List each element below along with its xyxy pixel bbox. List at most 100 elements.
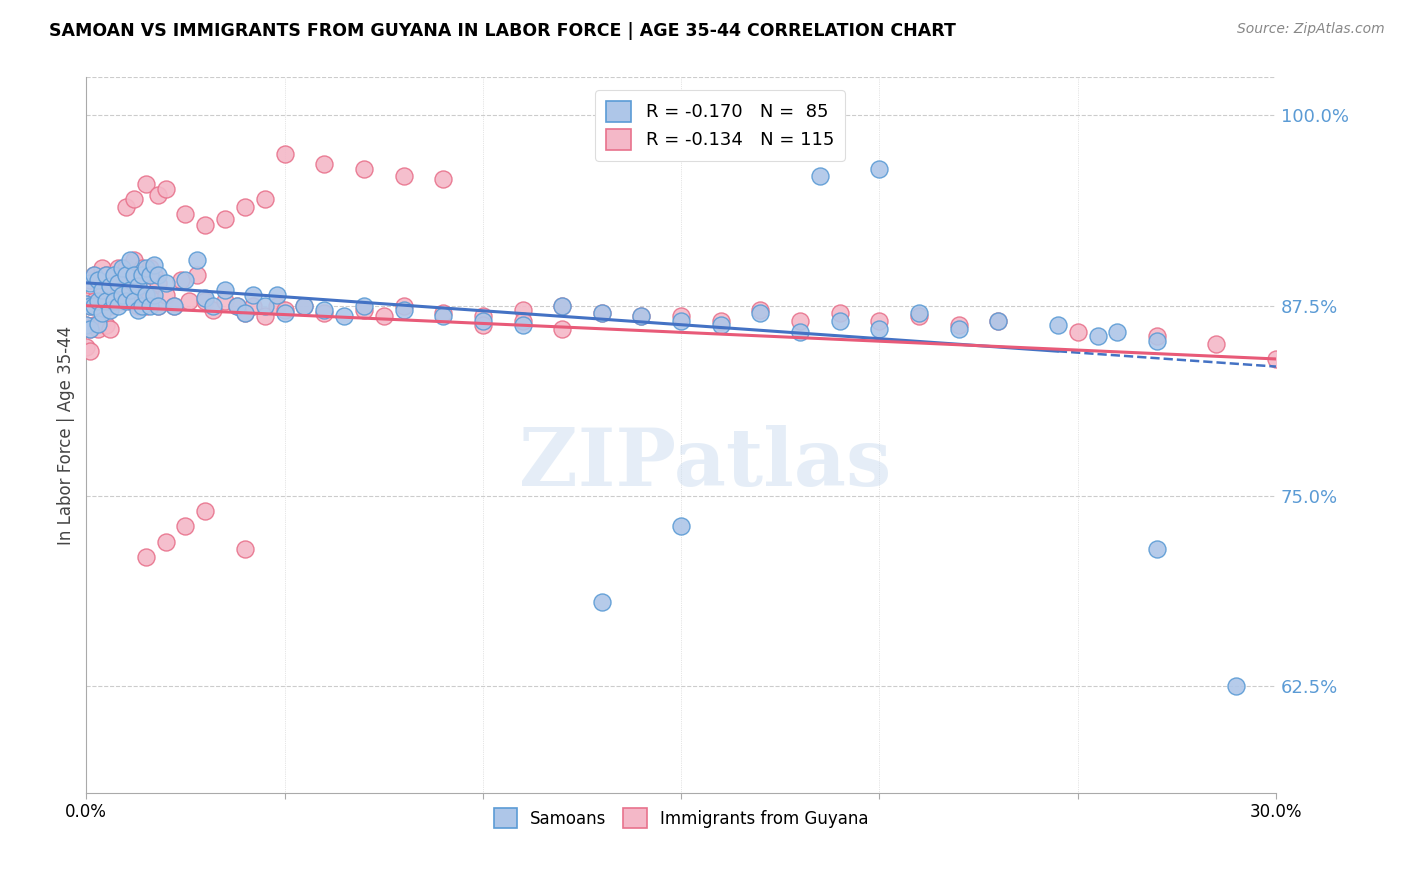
Point: [314, 306, 336, 320]
Point: [194, 294, 217, 309]
Point: [139, 268, 162, 283]
Point: [233, 306, 256, 320]
Point: [179, 294, 201, 309]
Point: [103, 268, 125, 283]
Point: [91, 284, 114, 298]
Point: [471, 310, 494, 324]
Point: [333, 310, 356, 324]
Point: [273, 146, 295, 161]
Point: [242, 288, 264, 302]
Point: [273, 303, 295, 318]
Point: [828, 314, 851, 328]
Point: [214, 284, 236, 298]
Y-axis label: In Labor Force | Age 35-44: In Labor Force | Age 35-44: [58, 326, 75, 545]
Point: [139, 299, 162, 313]
Point: [710, 318, 733, 333]
Point: [155, 276, 177, 290]
Point: [1107, 325, 1129, 339]
Point: [142, 258, 165, 272]
Point: [79, 321, 101, 335]
Point: [115, 294, 138, 309]
Point: [314, 157, 336, 171]
Point: [135, 288, 157, 302]
Point: [194, 218, 217, 232]
Point: [94, 318, 117, 333]
Point: [131, 260, 153, 275]
Point: [186, 268, 208, 283]
Point: [115, 260, 138, 275]
Point: [122, 268, 145, 283]
Point: [118, 253, 141, 268]
Point: [103, 268, 125, 283]
Point: [87, 273, 110, 287]
Point: [107, 288, 129, 302]
Point: [1146, 542, 1168, 557]
Point: [1265, 351, 1288, 366]
Point: [749, 303, 772, 318]
Point: [127, 268, 149, 283]
Point: [94, 268, 117, 283]
Point: [630, 310, 652, 324]
Point: [79, 299, 101, 313]
Point: [432, 306, 454, 320]
Point: [107, 299, 129, 313]
Point: [266, 299, 288, 313]
Point: [122, 284, 145, 298]
Point: [314, 303, 336, 318]
Point: [79, 321, 101, 335]
Point: [1066, 325, 1088, 339]
Point: [1225, 679, 1247, 693]
Point: [142, 268, 165, 283]
Point: [392, 169, 415, 184]
Point: [669, 314, 692, 328]
Point: [146, 187, 169, 202]
Point: [789, 314, 811, 328]
Point: [98, 321, 121, 335]
Point: [79, 276, 101, 290]
Point: [174, 273, 197, 287]
Point: [142, 288, 165, 302]
Point: [87, 299, 110, 313]
Point: [214, 294, 236, 309]
Point: [591, 306, 613, 320]
Point: [107, 276, 129, 290]
Point: [987, 314, 1010, 328]
Point: [512, 303, 534, 318]
Point: [353, 161, 375, 176]
Point: [83, 294, 105, 309]
Point: [233, 542, 256, 557]
Point: [87, 321, 110, 335]
Point: [174, 519, 197, 533]
Point: [868, 161, 890, 176]
Point: [868, 321, 890, 335]
Point: [1087, 329, 1109, 343]
Point: [139, 291, 162, 305]
Point: [118, 294, 141, 309]
Text: ZIPatlas: ZIPatlas: [519, 425, 891, 503]
Point: [162, 299, 184, 313]
Point: [135, 549, 157, 564]
Point: [186, 253, 208, 268]
Point: [115, 288, 138, 302]
Point: [226, 299, 249, 313]
Point: [94, 268, 117, 283]
Point: [987, 314, 1010, 328]
Point: [79, 344, 101, 359]
Point: [91, 306, 114, 320]
Point: [146, 299, 169, 313]
Point: [139, 260, 162, 275]
Point: [115, 200, 138, 214]
Point: [292, 299, 315, 313]
Point: [75, 318, 97, 333]
Point: [87, 294, 110, 309]
Point: [1046, 318, 1069, 333]
Point: [1205, 336, 1227, 351]
Point: [122, 294, 145, 309]
Point: [111, 294, 134, 309]
Point: [202, 303, 225, 318]
Point: [115, 268, 138, 283]
Point: [266, 288, 288, 302]
Point: [226, 299, 249, 313]
Point: [194, 504, 217, 518]
Point: [75, 297, 97, 311]
